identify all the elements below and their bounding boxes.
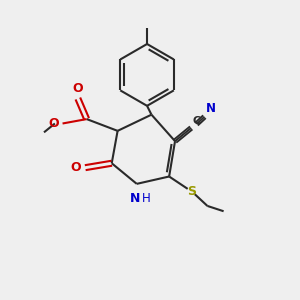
Text: S: S [187,185,196,198]
Text: N: N [206,102,216,115]
Text: C: C [193,116,201,126]
Text: O: O [71,161,81,174]
Text: O: O [73,82,83,94]
Text: N: N [130,192,140,205]
Text: H: H [142,192,151,205]
Text: O: O [48,117,59,130]
